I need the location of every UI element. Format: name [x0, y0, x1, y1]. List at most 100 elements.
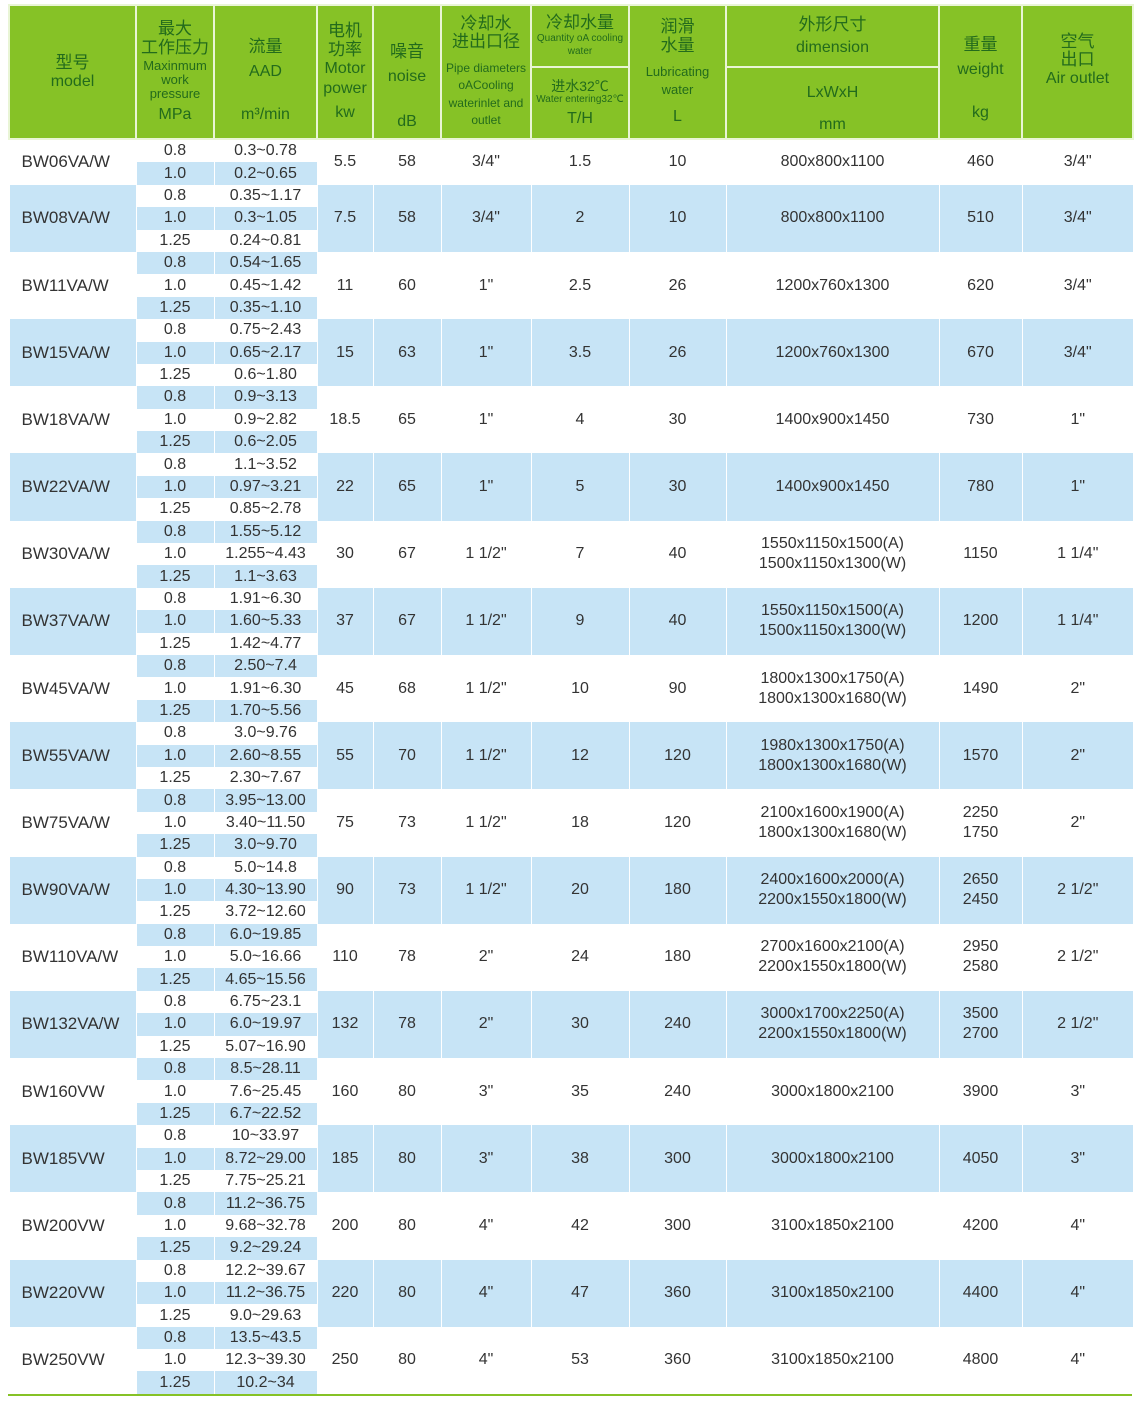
- dimension-cell: 1400x900x1450: [725, 386, 939, 454]
- table-row: 1.0 1.255~4.43: [9, 543, 1133, 566]
- pressure-cell: 1.0: [135, 878, 214, 902]
- table-row: 1.0 3.40~11.50: [9, 811, 1133, 835]
- dimension-line: 1500x1150x1300(W): [758, 555, 907, 573]
- pressure-cell: 0.8: [135, 856, 214, 879]
- pressure-cell: 1.0: [135, 1281, 214, 1305]
- table-row: 1.25 1.42~4.77: [9, 632, 1133, 655]
- label: Maxinmum work pressure: [143, 58, 207, 101]
- dimension-line: 1400x900x1450: [775, 410, 890, 428]
- weight-cell: 1490: [938, 654, 1022, 723]
- unit: MPa: [158, 106, 192, 124]
- air-outlet-cell: 4": [1021, 1259, 1133, 1327]
- weight-line: 4200: [962, 1216, 999, 1234]
- table-row: 1.0 5.0~16.66: [9, 946, 1133, 969]
- table-row: BW06VA/W 0.8 0.3~0.78 5.5 58 3/4" 1.5 10 800x800…: [8, 139, 1133, 185]
- table-row: BW08VA/W 0.8 0.35~1.17 7.5 58 3/4" 2 10 800x800x…: [8, 184, 1133, 252]
- weight-cell: 4050: [938, 1125, 1022, 1193]
- power-cell: 90: [316, 856, 373, 924]
- label: 工作压力: [141, 37, 209, 57]
- lub-cell: 10: [628, 139, 726, 185]
- cooling-cell: 2: [530, 184, 629, 252]
- pressure-cell: 0.8: [135, 587, 214, 611]
- label: 进水32℃: [551, 77, 609, 94]
- power-cell: 250: [316, 1326, 373, 1394]
- flow-cell: 0.85~2.78: [213, 498, 317, 521]
- flow-cell: 5.07~16.90: [213, 1035, 317, 1059]
- power-cell: 22: [316, 453, 373, 521]
- table-row: BW220VW 0.8 12.2~39.67 220 80 4" 47 360 3100x185…: [8, 1259, 1133, 1327]
- table-row: BW250VW 0.8 13.5~43.5 250 80 4" 53 360 3100x1850…: [8, 1326, 1133, 1394]
- cooling-cell: 1.5: [530, 139, 629, 185]
- weight-cell: 1150: [938, 520, 1022, 588]
- noise-cell: 65: [372, 453, 441, 521]
- header-flow: 流量 AAD m³/min: [213, 4, 318, 140]
- table-row: BW11VA/W 0.8 0.54~1.65 11 60 1" 2.5 26 1200x760x…: [8, 251, 1133, 320]
- pressure-cell: 0.8: [135, 319, 214, 342]
- bottom-rule: [8, 1393, 1132, 1396]
- table-row: 1.0 6.0~19.97: [9, 1013, 1133, 1036]
- unit: dB: [397, 113, 417, 131]
- table-row: 1.25 0.6~2.05: [9, 431, 1133, 454]
- pressure-cell: 1.0: [135, 408, 214, 432]
- table-row: 1.25 3.72~12.60: [9, 901, 1133, 924]
- flow-cell: 0.3~1.05: [213, 207, 317, 230]
- label: 功率: [328, 40, 362, 60]
- header-model: 型号 model: [8, 4, 137, 140]
- flow-cell: 9.0~29.63: [213, 1304, 317, 1327]
- pipe-cell: 4": [440, 1192, 531, 1260]
- unit: kw: [335, 103, 355, 121]
- noise-cell: 80: [372, 1192, 441, 1260]
- lub-cell: 30: [628, 453, 726, 521]
- pressure-cell: 0.8: [135, 1058, 214, 1081]
- pipe-cell: 1": [440, 319, 531, 387]
- cooling-cell: 5: [530, 453, 629, 521]
- header-dimension: 外形尺寸 dimension: [725, 4, 940, 68]
- label: 外形尺寸: [798, 14, 867, 34]
- weight-cell: 3500 2700: [938, 990, 1022, 1059]
- model-cell: BW110VA/W: [8, 923, 136, 991]
- flow-cell: 11.2~36.75: [213, 1281, 317, 1305]
- weight-cell: 670: [938, 319, 1022, 387]
- pressure-cell: 1.0: [135, 1013, 214, 1036]
- dimension-line: 3000x1800x2100: [771, 1149, 894, 1167]
- weight-line: 670: [967, 343, 994, 361]
- table-row: 1.0 9.68~32.78: [9, 1214, 1133, 1238]
- header-lub: 润滑 水量 Lubricating water L: [628, 4, 727, 140]
- pressure-cell: 1.25: [135, 1169, 214, 1193]
- power-cell: 110: [316, 923, 373, 991]
- pipe-cell: 1": [440, 386, 531, 454]
- weight-cell: 2950 2580: [938, 923, 1022, 991]
- noise-cell: 78: [372, 923, 441, 991]
- flow-cell: 0.9~2.82: [213, 408, 317, 432]
- power-cell: 55: [316, 722, 373, 790]
- dimension-line: 3000x1800x2100: [771, 1082, 894, 1100]
- dimension-line: 3000x1700x2250(A): [760, 1005, 905, 1023]
- lub-cell: 40: [628, 587, 726, 655]
- pressure-cell: 1.25: [135, 834, 214, 857]
- noise-cell: 60: [372, 251, 441, 320]
- dimension-line: 1550x1150x1500(A): [761, 602, 904, 620]
- dimension-cell: 2400x1600x2000(A) 2200x1550x1800(W): [725, 856, 939, 924]
- power-cell: 18.5: [316, 386, 373, 454]
- noise-cell: 70: [372, 722, 441, 790]
- cooling-cell: 53: [530, 1326, 629, 1394]
- pressure-cell: 1.25: [135, 901, 214, 924]
- lub-cell: 180: [628, 923, 726, 991]
- dimension-cell: 3100x1850x2100: [725, 1326, 939, 1394]
- dimension-cell: 1980x1300x1750(A) 1800x1300x1680(W): [725, 722, 939, 790]
- dimension-cell: 1800x1300x1750(A) 1800x1300x1680(W): [725, 654, 939, 723]
- cooling-cell: 35: [530, 1058, 629, 1126]
- flow-cell: 0.2~0.65: [213, 162, 317, 185]
- weight-cell: 2650 2450: [938, 856, 1022, 924]
- table-row: 1.0 0.3~1.05: [9, 207, 1133, 230]
- label: Water entering32℃: [536, 93, 624, 105]
- air-outlet-cell: 3": [1021, 1125, 1133, 1193]
- model-cell: BW250VW: [8, 1326, 136, 1394]
- flow-cell: 0.9~3.13: [213, 386, 317, 409]
- cooling-cell: 10: [530, 654, 629, 723]
- pressure-cell: 0.8: [135, 453, 214, 476]
- cooling-cell: 3.5: [530, 319, 629, 387]
- header-weight: 重量 weight kg: [938, 4, 1023, 140]
- weight-line: 4800: [962, 1351, 999, 1369]
- label: 流量: [248, 37, 283, 57]
